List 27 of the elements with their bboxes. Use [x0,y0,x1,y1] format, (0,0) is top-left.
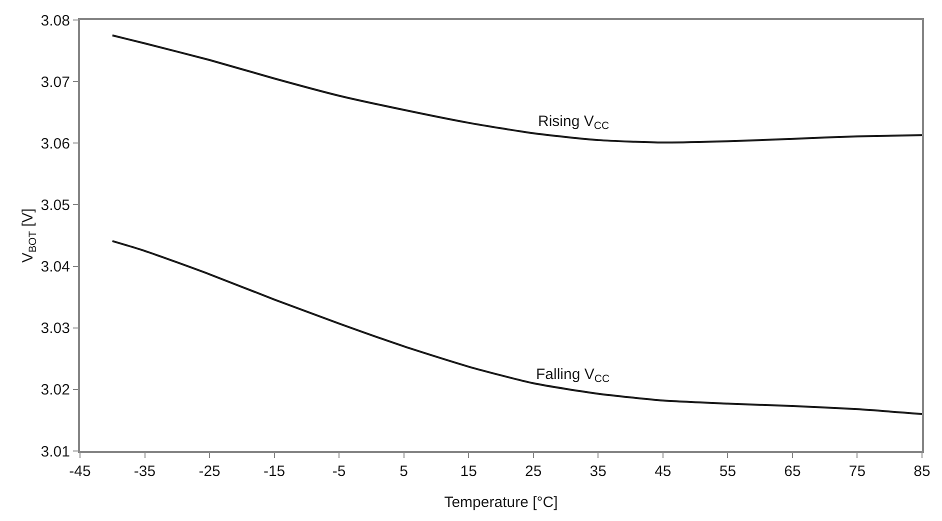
series-label: Rising V$_{CC}$ [538,113,610,132]
x-tick-label: 5 [400,463,408,480]
y-tick-label: 3.07 [40,74,70,91]
x-tick-label: 45 [654,463,672,480]
x-tick-label: -25 [198,463,220,480]
x-tick-label: -45 [69,463,91,480]
y-tick-label: 3.02 [40,382,70,399]
x-tick-label: -15 [263,463,286,480]
y-tick-label: 3.03 [40,320,70,338]
x-tick-label: 55 [719,463,736,480]
x-tick-label: 75 [848,463,866,480]
x-tick-label: 65 [784,463,801,480]
x-tick-label: 85 [914,463,930,480]
x-tick-label: 25 [525,463,542,480]
line-series [111,240,922,416]
line-series [111,34,922,144]
x-tick-label: -5 [332,463,346,480]
x-tick-label: 35 [590,463,606,480]
series-label: Falling V$_{CC}$ [536,366,610,386]
x-tick-label: 15 [460,463,477,480]
x-axis-title: Temperature [°C] [444,494,558,511]
y-tick-label: 3.04 [40,258,70,276]
x-tick-label: -35 [134,463,156,480]
y-tick-label: 3.05 [40,196,70,214]
y-tick-label: 3.06 [40,135,70,152]
y-tick-label: 3.08 [40,12,70,30]
y-tick-label: 3.01 [40,443,70,460]
